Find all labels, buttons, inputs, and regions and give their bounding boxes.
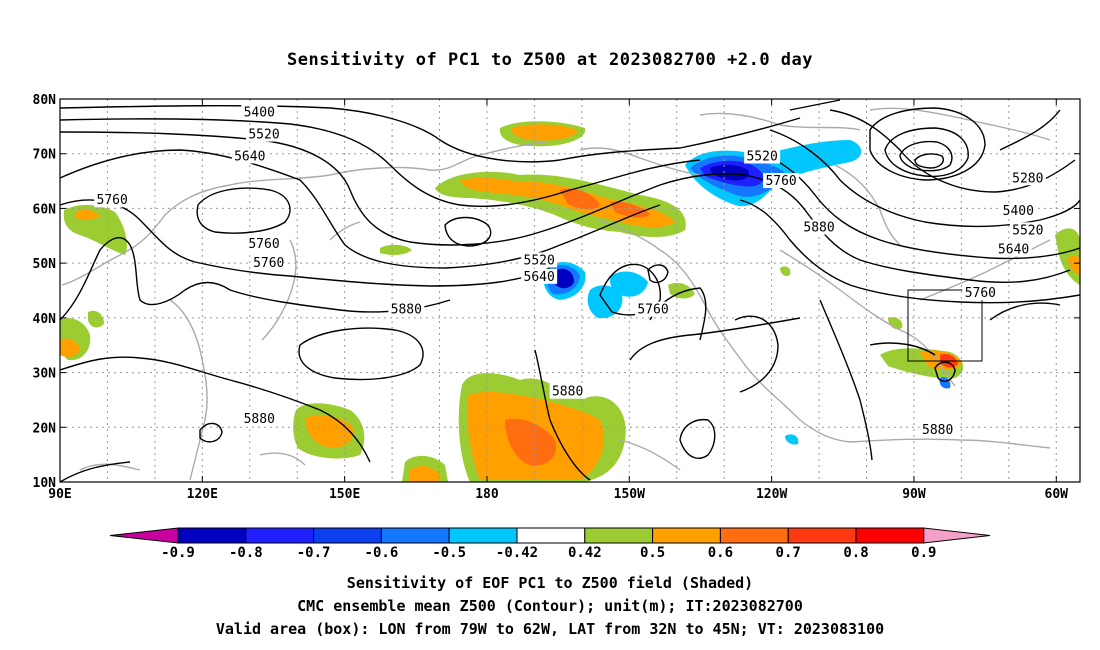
lon-label: 90E xyxy=(48,487,71,502)
contour-label: 5640 xyxy=(234,149,265,164)
lat-label: 70N xyxy=(33,148,57,163)
contour-label-bg xyxy=(246,126,282,142)
colorbar-swatch xyxy=(719,527,789,544)
contour-label-bg xyxy=(250,255,287,271)
lon-label: 150E xyxy=(329,487,360,502)
map-panel: 5400 5520 5640 5760 5760 5760 5520 5640 5880 5880… xyxy=(33,93,1081,502)
contour-label: 5640 xyxy=(524,270,555,285)
contour-label: 5520 xyxy=(248,128,279,143)
lon-label: 90W xyxy=(902,487,926,502)
colorbar-swatch xyxy=(448,527,518,544)
colorbar-label: 0.6 xyxy=(708,545,733,561)
contour-label-bg xyxy=(549,383,586,399)
coastlines xyxy=(61,107,1051,481)
contour-label-bg xyxy=(521,268,558,284)
contour-label: 5760 xyxy=(97,193,128,208)
contour-label-bg xyxy=(231,148,268,164)
colorbar-high-triangle xyxy=(923,527,991,544)
colorbar-swatch xyxy=(787,527,857,544)
colorbar-swatch xyxy=(177,527,247,544)
contour-label-bg xyxy=(1009,222,1046,238)
colorbar-swatch xyxy=(855,527,925,544)
colorbar-label: 0.9 xyxy=(911,545,936,561)
contour-label: 5520 xyxy=(1012,223,1043,238)
contour-label: 5880 xyxy=(922,423,953,438)
colorbar-label: -0.7 xyxy=(297,545,331,561)
contour-label: 5280 xyxy=(1012,171,1043,186)
colorbar-label: 0.7 xyxy=(776,545,801,561)
colorbar: -0.9 -0.8 -0.7 -0.6 -0.5 -0.42 0.42 0.5 0.6 0.7 0.… xyxy=(109,527,991,561)
lon-label: 180 xyxy=(475,487,499,502)
colorbar-swatch xyxy=(380,527,450,544)
colorbar-swatch xyxy=(516,527,586,544)
colorbar-low-triangle xyxy=(109,527,179,544)
contour-label-bg xyxy=(521,252,558,268)
contour-label: 5640 xyxy=(998,242,1029,257)
contour-label-bg xyxy=(635,301,672,317)
lat-label: 80N xyxy=(33,93,57,108)
colorbar-label: -0.8 xyxy=(229,545,263,561)
contour-label-bg xyxy=(94,192,131,208)
colorbar-label: -0.5 xyxy=(432,545,466,561)
map-border xyxy=(59,98,1081,483)
contour-label: 5760 xyxy=(765,174,796,189)
contour-label: 5880 xyxy=(552,385,583,400)
contour-label-bg xyxy=(995,241,1032,257)
colorbar-label: 0.8 xyxy=(843,545,868,561)
lat-label: 30N xyxy=(33,367,57,382)
contour-label: 5880 xyxy=(803,221,834,236)
lon-label: 150W xyxy=(614,487,645,502)
contour-label-bg xyxy=(919,422,956,438)
contour-label-bg xyxy=(744,148,781,164)
lon-label: 120E xyxy=(187,487,218,502)
contour-label: 5760 xyxy=(965,286,996,301)
contour-label-bg xyxy=(241,411,278,427)
contour-label-bg xyxy=(962,285,999,301)
contour-label: 5760 xyxy=(637,303,668,318)
contour-label: 5400 xyxy=(244,106,275,121)
caption-line-1: Sensitivity of EOF PC1 to Z500 field (Sh… xyxy=(346,574,754,592)
contour-label: 5520 xyxy=(524,253,555,268)
colorbar-swatch xyxy=(584,527,654,544)
caption-line-3: Valid area (box): LON from 79W to 62W, L… xyxy=(215,620,885,638)
contour-label-bg xyxy=(241,104,278,120)
contour-label: 5520 xyxy=(746,149,777,164)
lat-label: 20N xyxy=(33,421,57,436)
contour-labels: 5400 5520 5640 5760 5760 5760 5520 5640 5880 5880… xyxy=(94,104,1046,438)
contour-label-bg xyxy=(801,219,838,235)
lat-label: 50N xyxy=(33,257,57,272)
colorbar-label: -0.6 xyxy=(365,545,399,561)
lat-label: 10N xyxy=(33,476,57,491)
colorbar-label: 0.5 xyxy=(640,545,665,561)
contour-label-bg xyxy=(763,173,800,189)
colorbar-swatch xyxy=(245,527,315,544)
contour-label-bg xyxy=(246,235,282,251)
lat-label: 40N xyxy=(33,312,57,327)
lon-label: 120W xyxy=(756,487,787,502)
lat-label: 60N xyxy=(33,202,57,217)
contour-label: 5880 xyxy=(391,303,422,318)
colorbar-label: -0.42 xyxy=(496,545,538,561)
colorbar-label: -0.9 xyxy=(161,545,195,561)
colorbar-swatch xyxy=(313,527,382,544)
contour-label-bg xyxy=(1000,203,1037,219)
caption-line-2: CMC ensemble mean Z500 (Contour); unit(m… xyxy=(297,597,803,615)
colorbar-label: 0.42 xyxy=(568,545,602,561)
contour-label: 5760 xyxy=(248,237,279,252)
lon-label: 60W xyxy=(1045,487,1069,502)
z500-contours xyxy=(60,99,1080,482)
contour-label: 5880 xyxy=(244,412,275,427)
page-title: Sensitivity of PC1 to Z500 at 2023082700… xyxy=(286,50,813,70)
valid-area-box xyxy=(907,289,983,362)
contour-label: 5760 xyxy=(253,256,284,271)
colorbar-swatch xyxy=(652,527,721,544)
contour-label-bg xyxy=(1009,170,1046,186)
contour-label-bg xyxy=(388,301,425,317)
contour-label: 5400 xyxy=(1003,204,1034,219)
